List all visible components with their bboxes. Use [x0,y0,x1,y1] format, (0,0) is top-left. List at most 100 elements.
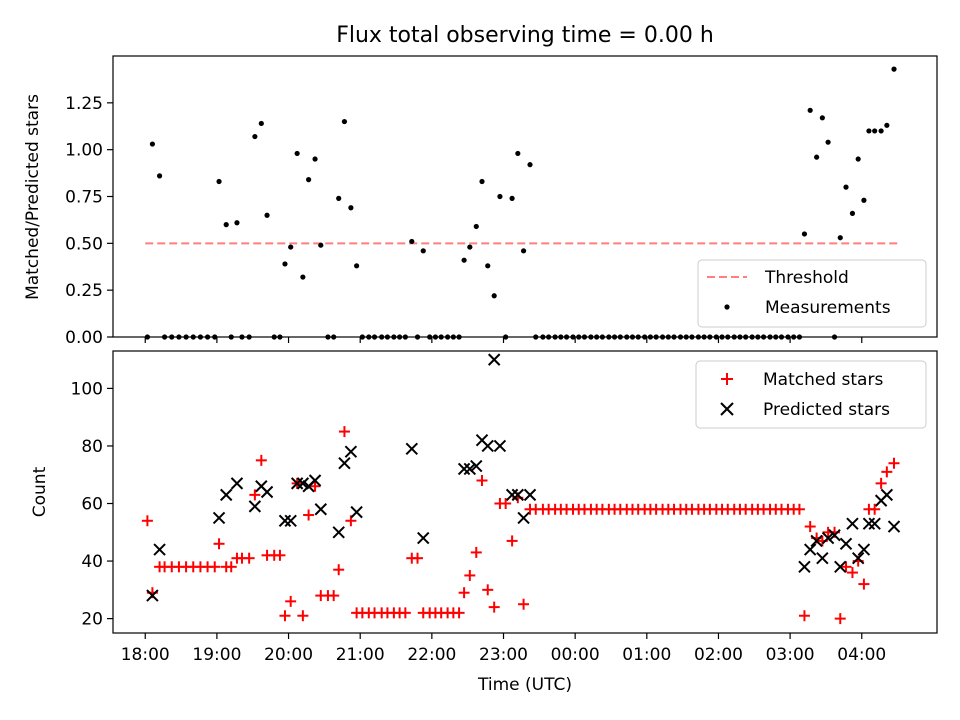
bottom-plot-frame [112,350,938,634]
measurement-point [264,212,270,218]
measurement-point [467,244,473,250]
bottom-x-tick-label: 22:00 [407,645,456,665]
measurement-point [461,257,467,263]
measurement-point [354,263,360,269]
measurement-point [318,242,324,248]
bottom-x-ticks: 18:00 19:00 20:00 21:00 22:00 23:00 00:00 01:00… [121,633,886,665]
predicted-star-point [810,534,823,548]
measurement-point [491,293,497,299]
predicted-star-point [314,503,327,516]
matched-star-point [834,613,846,625]
predicted-star-point [350,505,363,519]
matched-star-point [875,477,887,489]
predicted-star-point [405,442,418,456]
predicted-star-point [868,517,881,530]
predicted-star-point [212,511,226,525]
predicted-star-point [862,517,876,530]
legend-measurements-label: Measurements [765,298,891,318]
measurement-point [819,115,825,121]
predicted-star-point [278,514,292,527]
bottom-matched-points [141,426,900,625]
legend-measurements-swatch [724,304,730,310]
matched-star-point [858,578,870,590]
matched-star-point [869,503,881,515]
bottom-y-tick-label: 40 [81,552,103,572]
predicted-star-point [417,531,430,545]
matched-star-point [303,509,315,521]
predicted-star-point [505,488,519,502]
measurement-point [801,231,808,237]
predicted-star-point [493,439,507,453]
measurement-point [807,107,813,113]
legend-threshold-label: Threshold [764,268,849,288]
measurement-point [234,220,240,226]
legend-predicted-label: Predicted stars [763,400,890,420]
top-legend: Threshold Measurements [697,259,927,328]
matched-star-point [470,546,482,558]
predicted-star-point [821,531,835,545]
matched-star-point [225,561,237,573]
predicted-star-point [290,477,304,490]
top-y-tick-label: 0.00 [65,328,103,348]
bottom-x-tick-label: 01:00 [622,645,671,665]
matched-star-point [846,567,858,579]
matched-star-point [285,595,297,607]
predicted-star-point [798,560,811,574]
measurement-point [866,128,872,134]
predicted-star-point [851,551,865,565]
matched-star-point [213,538,225,550]
measurement-point [825,139,831,145]
matched-star-point [888,457,900,469]
top-y-ticks: 0.00 0.25 0.50 0.75 1.00 1.25 [65,94,113,348]
measurement-point [348,205,354,211]
measurement-point [409,238,415,245]
predicted-star-point [857,543,871,556]
predicted-star-point [470,459,483,473]
predicted-star-point [220,488,233,502]
predicted-star-point [816,551,829,565]
matched-star-point [297,610,309,622]
measurement-point [294,150,300,157]
predicted-star-point [803,543,817,556]
measurement-point [497,193,503,200]
bottom-y-tick-label: 80 [81,437,103,457]
predicted-star-point [839,537,853,551]
matched-star-point [333,564,345,576]
matched-star-point [209,561,221,573]
matched-star-point [804,521,816,533]
bottom-x-tick-label: 21:00 [336,645,385,665]
matched-star-point [255,454,267,466]
top-y-tick-label: 1.25 [65,94,103,114]
measurement-point [473,223,479,230]
measurement-point [515,150,521,157]
predicted-star-point [230,477,244,490]
measurement-point [861,197,867,203]
measurement-point [849,210,856,216]
bottom-x-tick-label: 23:00 [479,645,528,665]
top-y-tick-label: 0.50 [65,234,103,254]
top-y-tick-label: 0.75 [65,188,103,208]
matched-star-point [249,489,261,501]
matched-star-point [464,569,476,581]
matched-star-point [243,552,255,564]
measurement-point [814,154,820,160]
top-legend-box [697,259,927,328]
measurement-point [223,222,229,228]
bottom-x-tick-label: 04:00 [837,645,886,665]
matched-star-point [793,503,805,515]
predicted-star-point [332,526,345,539]
measurement-point [312,156,318,162]
matched-star-point [798,610,810,622]
measurement-point [878,128,884,134]
matched-star-point [279,610,291,622]
measurement-point [509,195,515,201]
bottom-y-tick-label: 100 [71,379,103,399]
predicted-star-point [517,511,530,525]
measurement-point [485,263,491,269]
top-plot-frame [112,55,938,338]
matched-star-point [453,607,465,619]
measurement-point [891,66,897,72]
measurement-point [258,120,264,127]
